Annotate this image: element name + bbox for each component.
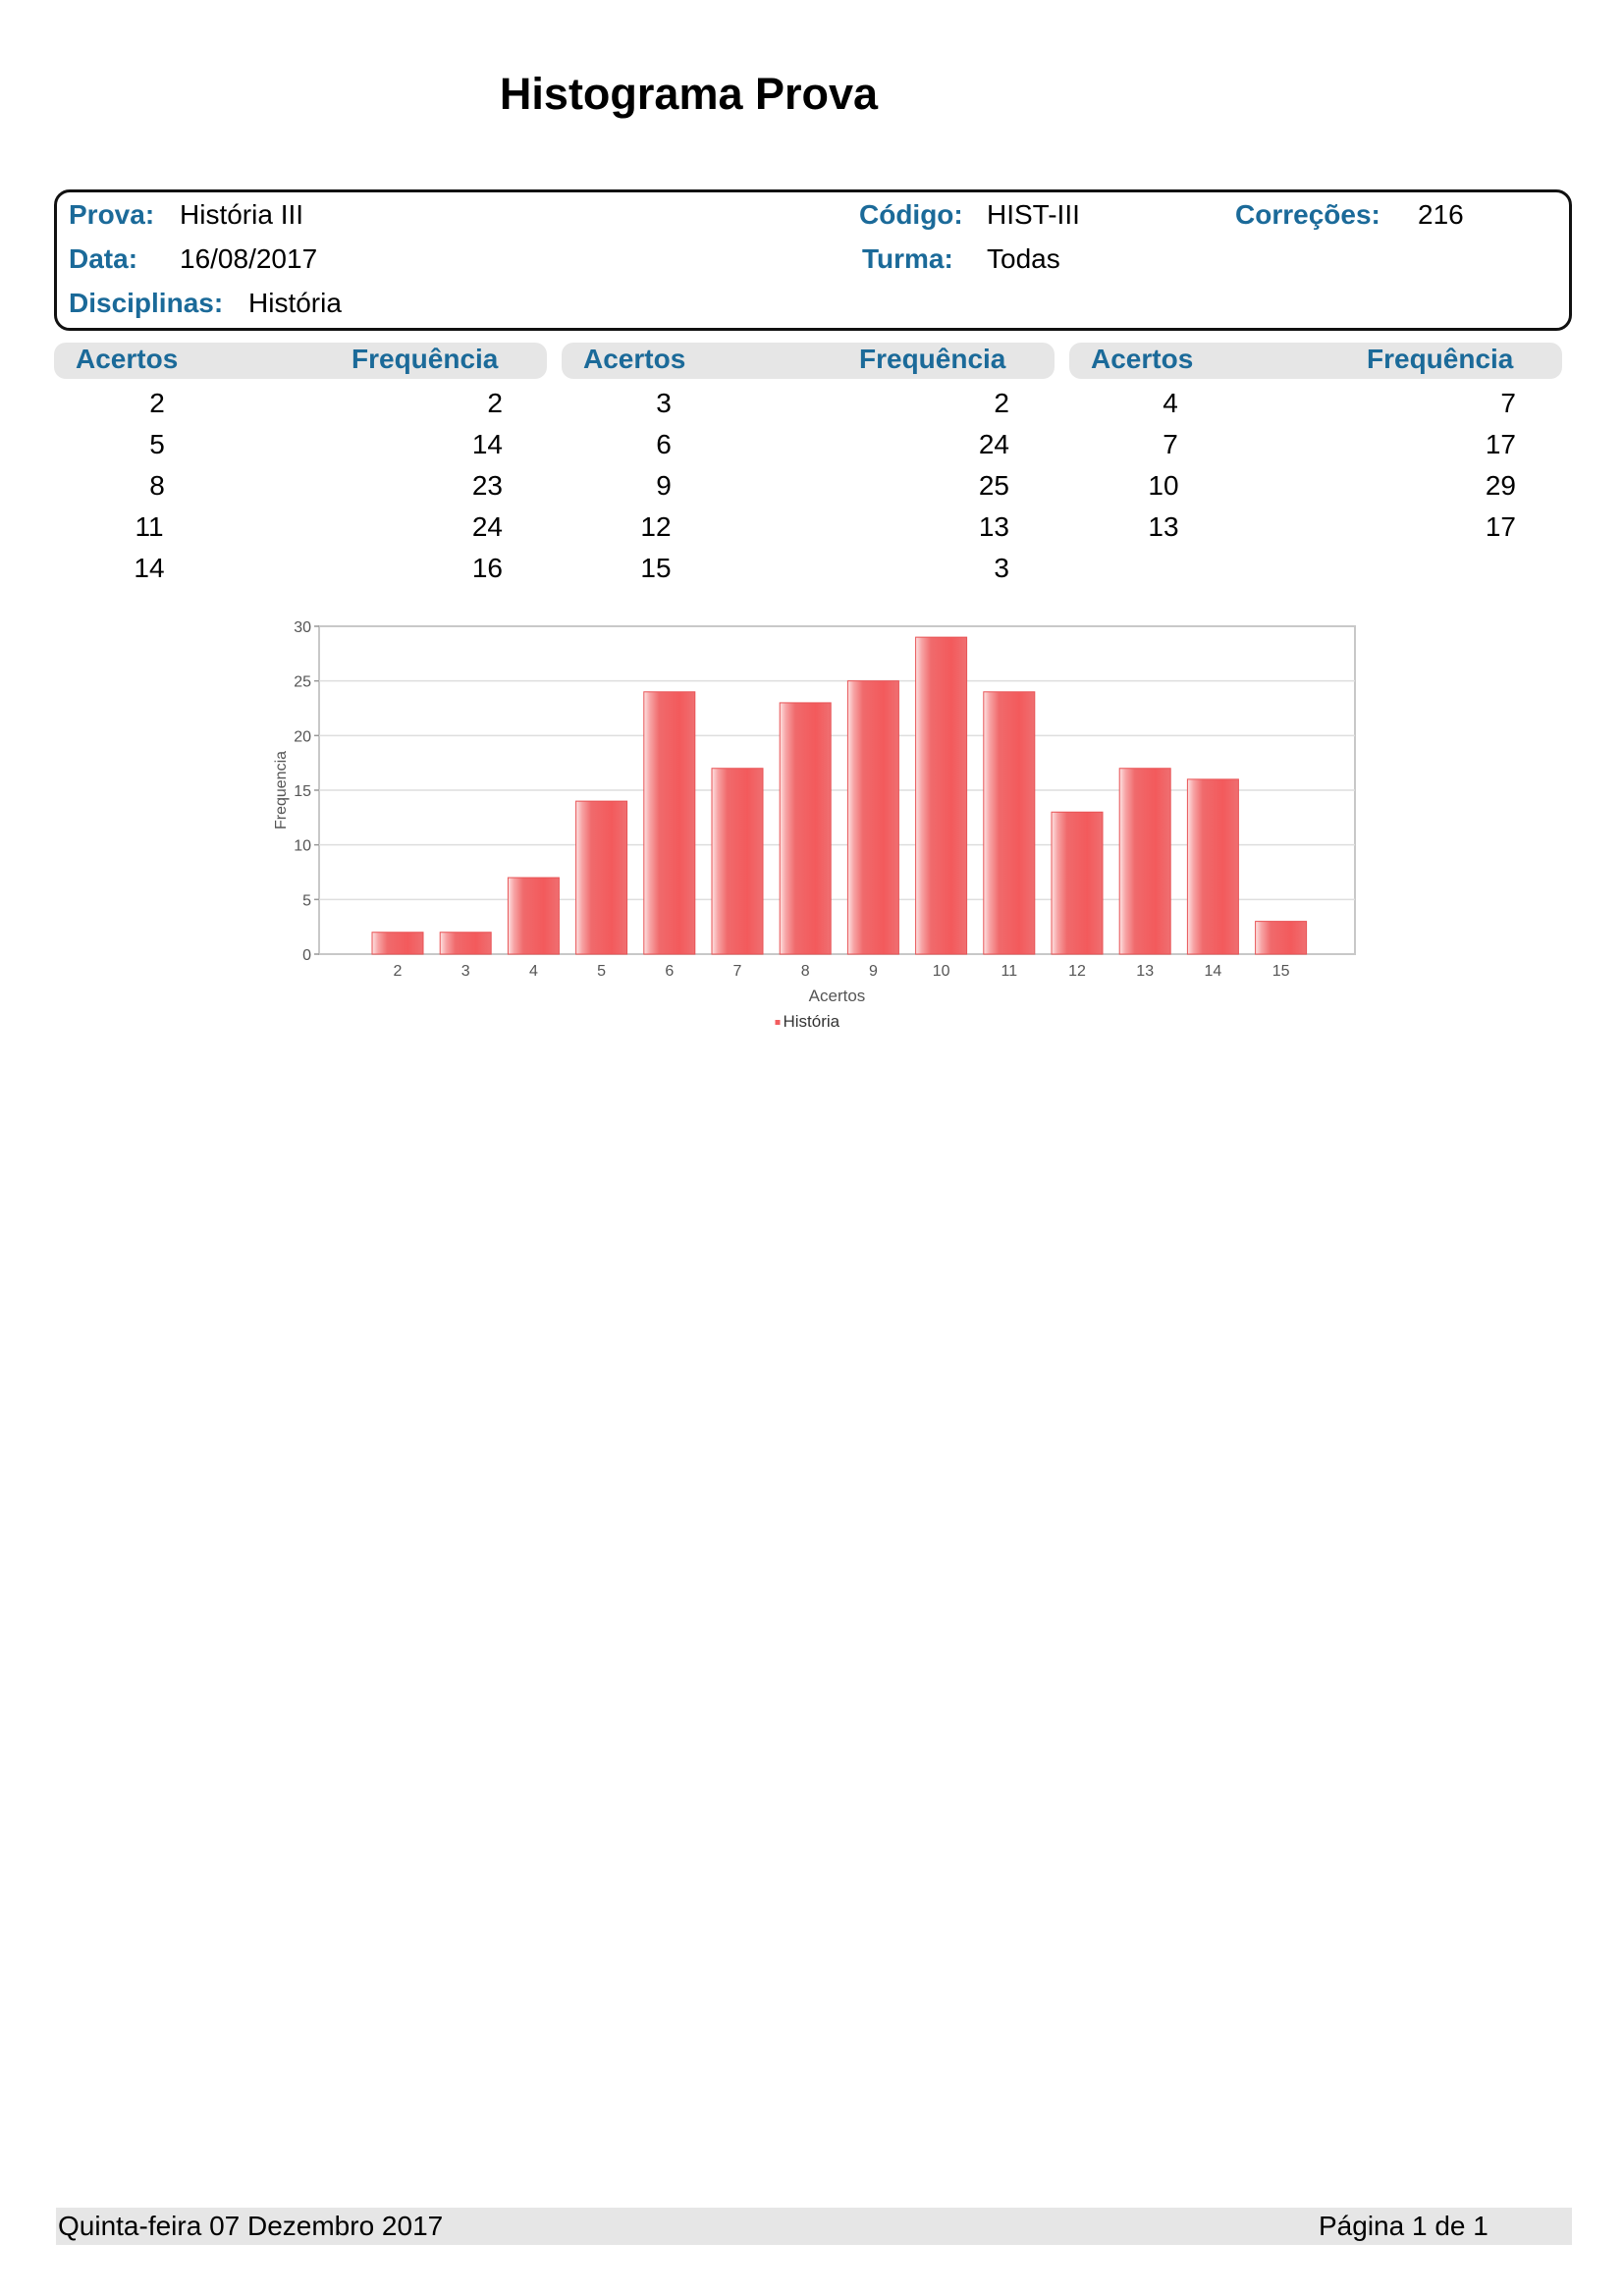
x-tick-label: 7: [733, 963, 742, 980]
prova-label: Prova:: [69, 199, 155, 230]
x-tick-label: 2: [394, 963, 403, 980]
acertos-cell: 5: [149, 429, 165, 459]
table-header-group-3: Acertos Frequência: [1069, 343, 1562, 379]
y-tick-label: 0: [302, 947, 311, 964]
histogram-bar: [846, 680, 899, 955]
col-frequencia-header: Frequência: [859, 344, 1006, 374]
x-tick-label: 12: [1068, 963, 1086, 980]
table-header-group-2: Acertos Frequência: [562, 343, 1055, 379]
frequencia-cell: 23: [471, 470, 503, 501]
acertos-cell: 12: [640, 511, 672, 542]
frequencia-cell: 13: [978, 511, 1009, 542]
footer-date: Quinta-feira 07 Dezembro 2017: [58, 2211, 444, 2241]
acertos-cell: 11: [135, 511, 164, 542]
footer-page-number: Página 1 de 1: [1319, 2211, 1488, 2241]
disciplinas-label: Disciplinas:: [69, 288, 224, 318]
x-axis-label: Acertos: [809, 987, 866, 1005]
histogram-bar: [1118, 768, 1171, 955]
acertos-cell: 14: [134, 553, 165, 583]
col-acertos-header: Acertos: [1091, 344, 1194, 374]
correcoes-label: Correções:: [1235, 199, 1380, 230]
acertos-cell: 7: [1163, 429, 1178, 459]
acertos-cell: 9: [656, 470, 672, 501]
frequencia-cell: 24: [978, 429, 1009, 459]
x-tick-label: 4: [529, 963, 538, 980]
col-frequencia-header: Frequência: [1367, 344, 1514, 374]
turma-value: Todas: [987, 243, 1060, 274]
acertos-cell: 2: [149, 388, 165, 418]
x-tick-label: 8: [801, 963, 810, 980]
histogram-chart: 0 5 10 15 20 25 30 2 3 4 5 6 7 8 9 10 11 12 13 14 15 Acertos F…: [273, 619, 1356, 1031]
histogram-bar: [507, 877, 560, 955]
data-value: 16/08/2017: [180, 243, 318, 274]
acertos-cell: 13: [1148, 511, 1179, 542]
histogram-bar: [1051, 811, 1104, 955]
y-tick-label: 15: [294, 783, 311, 800]
legend-label: História: [784, 1012, 840, 1031]
frequencia-cell: 17: [1485, 511, 1516, 542]
histogram-bar: [439, 932, 492, 955]
histogram-bar: [575, 800, 628, 955]
acertos-cell: 6: [656, 429, 672, 459]
codigo-value: HIST-III: [987, 199, 1080, 230]
histogram-bar: [371, 932, 424, 955]
prova-value: História III: [180, 199, 304, 230]
frequencia-cell: 2: [994, 388, 1009, 418]
page-title: Histograma Prova: [499, 69, 879, 119]
table-header-group-1: Acertos Frequência: [54, 343, 547, 379]
acertos-cell: 8: [149, 470, 165, 501]
col-acertos-header: Acertos: [583, 344, 686, 374]
y-tick-label: 5: [302, 892, 311, 909]
y-tick-label: 10: [294, 838, 311, 855]
x-tick-label: 5: [597, 963, 606, 980]
frequencia-cell: 17: [1485, 429, 1516, 459]
frequencia-cell: 25: [978, 470, 1009, 501]
frequencia-cell: 16: [471, 553, 503, 583]
x-tick-label: 14: [1205, 963, 1222, 980]
histogram-bar: [643, 691, 696, 955]
x-tick-label: 3: [461, 963, 470, 980]
frequencia-cell: 29: [1485, 470, 1516, 501]
y-tick-label: 20: [294, 728, 311, 745]
col-acertos-header: Acertos: [76, 344, 179, 374]
histogram-bar: [915, 636, 968, 955]
frequencia-cell: 24: [471, 511, 503, 542]
x-tick-label: 10: [933, 963, 950, 980]
histogram-bar: [1255, 921, 1308, 955]
acertos-cell: 3: [656, 388, 672, 418]
histogram-bar: [711, 768, 764, 955]
acertos-cell: 4: [1163, 388, 1178, 418]
y-axis-label: Frequencia: [273, 751, 290, 829]
frequencia-cell: 3: [994, 553, 1009, 583]
y-tick-label: 30: [294, 619, 311, 636]
exam-info-box: Prova: História III Código: HIST-III Cor…: [54, 189, 1572, 331]
acertos-cell: 15: [640, 553, 672, 583]
data-label: Data:: [69, 243, 138, 274]
histogram-bar: [779, 702, 832, 955]
acertos-cell: 10: [1148, 470, 1179, 501]
frequencia-cell: 14: [471, 429, 503, 459]
legend-swatch: [775, 1020, 781, 1025]
frequencia-cell: 2: [487, 388, 503, 418]
disciplinas-value: História: [248, 288, 342, 318]
histogram-bar: [983, 691, 1036, 955]
x-tick-label: 15: [1272, 963, 1290, 980]
y-tick-label: 25: [294, 674, 311, 691]
frequencia-cell: 7: [1500, 388, 1516, 418]
turma-label: Turma:: [862, 243, 953, 274]
page-footer: Quinta-feira 07 Dezembro 2017 Página 1 d…: [56, 2208, 1572, 2245]
x-tick-label: 13: [1136, 963, 1154, 980]
x-tick-label: 6: [665, 963, 674, 980]
col-frequencia-header: Frequência: [352, 344, 499, 374]
codigo-label: Código:: [859, 199, 963, 230]
histogram-bar: [1186, 778, 1239, 955]
x-tick-label: 11: [1001, 963, 1017, 980]
x-tick-label: 9: [869, 963, 878, 980]
correcoes-value: 216: [1418, 199, 1464, 230]
